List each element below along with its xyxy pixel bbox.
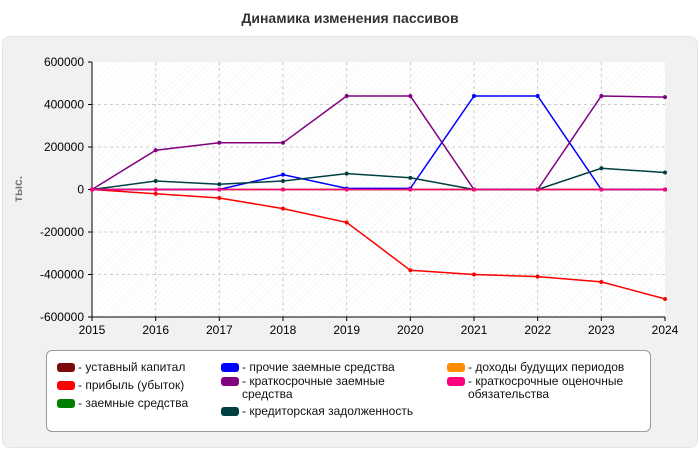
legend-swatch bbox=[447, 363, 465, 372]
legend-label: - краткосрочные оценочные обязательства bbox=[468, 374, 624, 401]
y-tick-label: 600000 bbox=[44, 55, 84, 69]
legend-swatch bbox=[221, 407, 239, 416]
data-point bbox=[153, 179, 158, 183]
x-tick-label: 2023 bbox=[588, 323, 615, 337]
series-line bbox=[91, 188, 666, 300]
x-tick-label: 2022 bbox=[524, 323, 551, 337]
y-tick-label: 0 bbox=[77, 183, 84, 197]
legend-label: - кредиторская задолженность bbox=[242, 404, 414, 418]
y-tick-label: 400000 bbox=[44, 98, 84, 112]
legend-item: - прибыль (убыток) bbox=[57, 379, 207, 392]
legend-item: - кредиторская задолженность bbox=[221, 405, 441, 418]
legend-swatch bbox=[221, 377, 239, 386]
series-8 bbox=[90, 187, 667, 192]
data-point bbox=[344, 187, 349, 192]
x-tick-label: 2024 bbox=[652, 323, 679, 337]
x-tick-label: 2015 bbox=[79, 323, 106, 337]
legend-item: - краткосрочные заемные средства bbox=[221, 375, 401, 401]
series-lines bbox=[90, 94, 667, 301]
y-tick-label: 200000 bbox=[44, 140, 84, 154]
y-tick-labels: 600000 400000 200000 0 -200000 -400000 -600000 bbox=[40, 55, 92, 324]
chart-title: Динамика изменения пассивов bbox=[241, 10, 459, 26]
data-point bbox=[599, 279, 604, 284]
data-point bbox=[535, 94, 540, 98]
legend-label: - заемные средства bbox=[78, 396, 189, 410]
data-point bbox=[281, 172, 285, 177]
data-point bbox=[344, 94, 349, 98]
x-tick-labels: 2015 2016 2017 2018 2019 2020 2021 2022 2023 2024 bbox=[79, 317, 679, 337]
legend-swatch bbox=[221, 363, 239, 372]
data-point bbox=[472, 187, 476, 192]
data-point bbox=[281, 140, 285, 145]
legend-swatch bbox=[447, 377, 465, 386]
data-point bbox=[90, 187, 94, 192]
data-point bbox=[344, 171, 349, 176]
legend-item: - заемные средства bbox=[57, 397, 207, 410]
data-point bbox=[535, 274, 540, 279]
data-point bbox=[217, 182, 222, 187]
y-tick-label: -600000 bbox=[40, 310, 84, 324]
data-point bbox=[663, 296, 667, 301]
data-point bbox=[408, 94, 413, 98]
x-tick-label: 2016 bbox=[142, 323, 169, 337]
legend-label: - прочие заемные средства bbox=[242, 360, 395, 374]
x-tick-label: 2021 bbox=[461, 323, 488, 337]
legend-item: - прочие заемные средства bbox=[221, 361, 441, 374]
data-point bbox=[217, 187, 222, 192]
data-point bbox=[281, 187, 285, 192]
x-tick-label: 2019 bbox=[333, 323, 360, 337]
data-point bbox=[408, 175, 413, 180]
data-point bbox=[153, 191, 158, 196]
data-point bbox=[663, 187, 667, 192]
x-tick-label: 2018 bbox=[270, 323, 297, 337]
data-point bbox=[408, 268, 413, 273]
legend-item: - доходы будущих периодов bbox=[447, 361, 647, 374]
legend-swatch bbox=[57, 381, 75, 390]
data-point bbox=[153, 148, 158, 153]
x-tick-label: 2020 bbox=[397, 323, 424, 337]
data-point bbox=[663, 170, 667, 175]
legend-swatch bbox=[57, 363, 75, 372]
data-point bbox=[472, 272, 476, 277]
y-axis-label: тыс. bbox=[11, 176, 25, 202]
data-point bbox=[217, 140, 222, 145]
legend-swatch bbox=[57, 399, 75, 408]
legend-label: - доходы будущих периодов bbox=[468, 360, 625, 374]
legend-label: - уставный капитал bbox=[78, 360, 186, 374]
legend-label: - краткосрочные заемные средства bbox=[242, 374, 385, 401]
data-point bbox=[599, 94, 604, 98]
data-point bbox=[344, 220, 349, 225]
data-point bbox=[217, 196, 222, 200]
x-tick-label: 2017 bbox=[206, 323, 233, 337]
series-line bbox=[91, 167, 666, 191]
series-line bbox=[91, 95, 666, 191]
data-point bbox=[281, 206, 285, 211]
chart-legend: - уставный капитал - прибыль (убыток) - за… bbox=[46, 350, 651, 432]
legend-label: - прибыль (убыток) bbox=[78, 378, 185, 392]
y-tick-label: -400000 bbox=[40, 268, 84, 282]
data-point bbox=[599, 166, 604, 171]
data-point bbox=[281, 179, 285, 183]
legend-item: - краткосрочные оценочные обязательства bbox=[447, 375, 647, 401]
legend-item: - уставный капитал bbox=[57, 361, 207, 374]
data-point bbox=[408, 187, 413, 192]
data-point bbox=[153, 187, 158, 192]
y-tick-label: -200000 bbox=[40, 225, 84, 239]
data-point bbox=[472, 94, 476, 98]
data-point bbox=[599, 187, 604, 192]
series-2 bbox=[90, 187, 667, 301]
data-point bbox=[535, 187, 540, 192]
data-point bbox=[663, 95, 667, 100]
